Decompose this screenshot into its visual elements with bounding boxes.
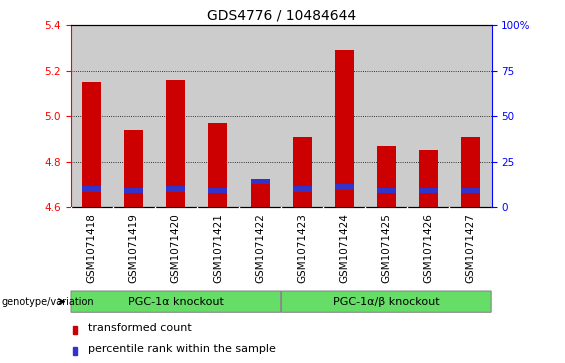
Bar (239, 25, 281, 207)
Text: GSM1071422: GSM1071422 (255, 213, 265, 283)
Bar (377, 146, 396, 207)
Bar (461, 136, 480, 207)
Bar (323, 25, 366, 207)
Bar (419, 188, 438, 193)
Text: PGC-1α/β knockout: PGC-1α/β knockout (333, 297, 440, 307)
Title: GDS4776 / 10484644: GDS4776 / 10484644 (207, 9, 355, 23)
Bar (461, 188, 480, 193)
Bar (450, 25, 492, 207)
Text: GSM1071427: GSM1071427 (466, 213, 476, 283)
Bar (82, 82, 101, 207)
Bar (461, 136, 480, 207)
Text: GSM1071424: GSM1071424 (339, 213, 349, 283)
Bar (124, 188, 144, 193)
Bar (281, 25, 323, 207)
Bar (461, 188, 480, 193)
Bar (250, 179, 270, 184)
Text: genotype/variation: genotype/variation (1, 297, 94, 307)
Bar (419, 150, 438, 207)
Text: PGC-1α knockout: PGC-1α knockout (128, 297, 224, 307)
Bar (166, 186, 185, 192)
Bar (166, 80, 185, 207)
Bar (82, 82, 101, 207)
Bar (419, 150, 438, 207)
Bar (124, 130, 144, 207)
Bar (208, 188, 228, 193)
Bar (419, 188, 438, 193)
Bar (407, 25, 450, 207)
Bar (377, 146, 396, 207)
Text: GSM1071418: GSM1071418 (86, 213, 97, 283)
Bar (334, 184, 354, 190)
Bar (208, 188, 228, 193)
Bar (293, 136, 312, 207)
Bar (166, 80, 185, 207)
FancyBboxPatch shape (71, 291, 281, 312)
Text: transformed count: transformed count (88, 323, 192, 333)
Text: GSM1071425: GSM1071425 (381, 213, 392, 283)
Text: GSM1071419: GSM1071419 (129, 213, 139, 283)
Bar (124, 130, 144, 207)
Bar (377, 188, 396, 193)
Bar (208, 123, 228, 207)
Bar (293, 186, 312, 192)
Bar (73, 347, 77, 355)
FancyBboxPatch shape (281, 291, 491, 312)
Bar (250, 184, 270, 207)
Text: GSM1071423: GSM1071423 (297, 213, 307, 283)
Text: GSM1071421: GSM1071421 (213, 213, 223, 283)
Bar (82, 186, 101, 192)
Bar (365, 25, 407, 207)
Bar (124, 188, 144, 193)
Bar (250, 179, 270, 184)
Bar (293, 136, 312, 207)
Bar (73, 326, 77, 334)
Bar (82, 186, 101, 192)
Bar (71, 25, 113, 207)
Bar (208, 123, 228, 207)
Bar (250, 184, 270, 207)
Bar (334, 50, 354, 207)
Bar (334, 184, 354, 190)
Bar (197, 25, 239, 207)
Text: GSM1071420: GSM1071420 (171, 213, 181, 283)
Bar (293, 186, 312, 192)
Bar (113, 25, 155, 207)
Bar (166, 186, 185, 192)
Text: GSM1071426: GSM1071426 (423, 213, 433, 283)
Text: percentile rank within the sample: percentile rank within the sample (88, 344, 276, 354)
Bar (334, 50, 354, 207)
Bar (155, 25, 197, 207)
Bar (377, 188, 396, 193)
